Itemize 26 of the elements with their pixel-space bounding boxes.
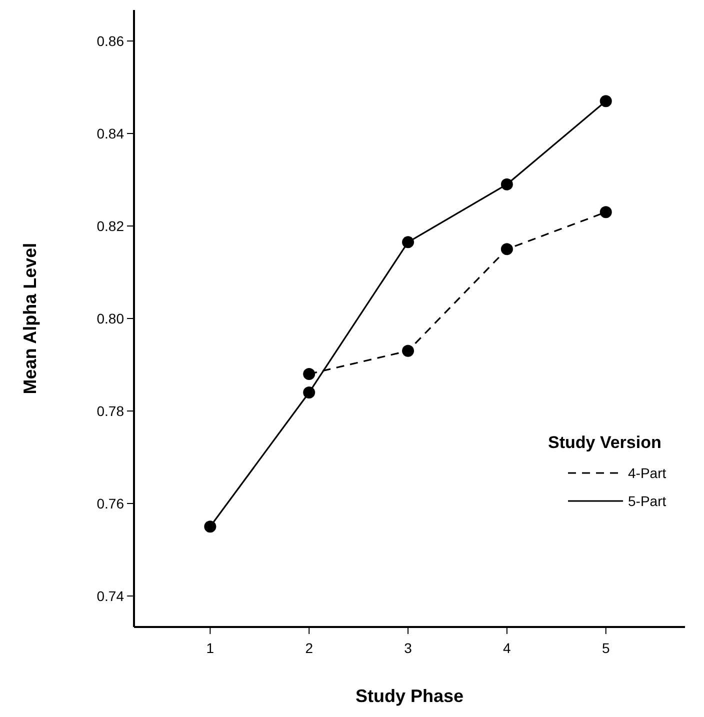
x-tick-label: 2 [305, 640, 314, 656]
point [402, 344, 414, 357]
y-tick-label: 0.80 [96, 310, 124, 326]
y-tick-label: 0.86 [96, 32, 124, 49]
legend-label: 5-Part [628, 492, 666, 509]
point [500, 178, 513, 190]
point [303, 386, 316, 399]
point [600, 95, 612, 108]
point [204, 520, 216, 533]
x-tick-label: 1 [206, 640, 214, 656]
y-axis-title: Mean Alpha Level [20, 242, 40, 394]
point [500, 243, 513, 256]
legend-title: Study Version [548, 433, 662, 452]
y-tick-label: 0.76 [96, 495, 124, 512]
x-axis-title: Study Phase [355, 686, 464, 706]
point [600, 206, 612, 218]
point [303, 368, 316, 380]
legend-label: 4-Part [628, 464, 666, 481]
point [402, 236, 414, 248]
x-tick-label: 3 [404, 640, 412, 656]
x-tick-label: 5 [602, 640, 610, 656]
y-tick-label: 0.78 [96, 402, 124, 419]
y-tick-label: 0.74 [96, 588, 124, 604]
y-tick-label: 0.84 [96, 125, 124, 142]
x-tick-label: 4 [503, 640, 512, 656]
y-tick-label: 0.82 [96, 218, 124, 234]
